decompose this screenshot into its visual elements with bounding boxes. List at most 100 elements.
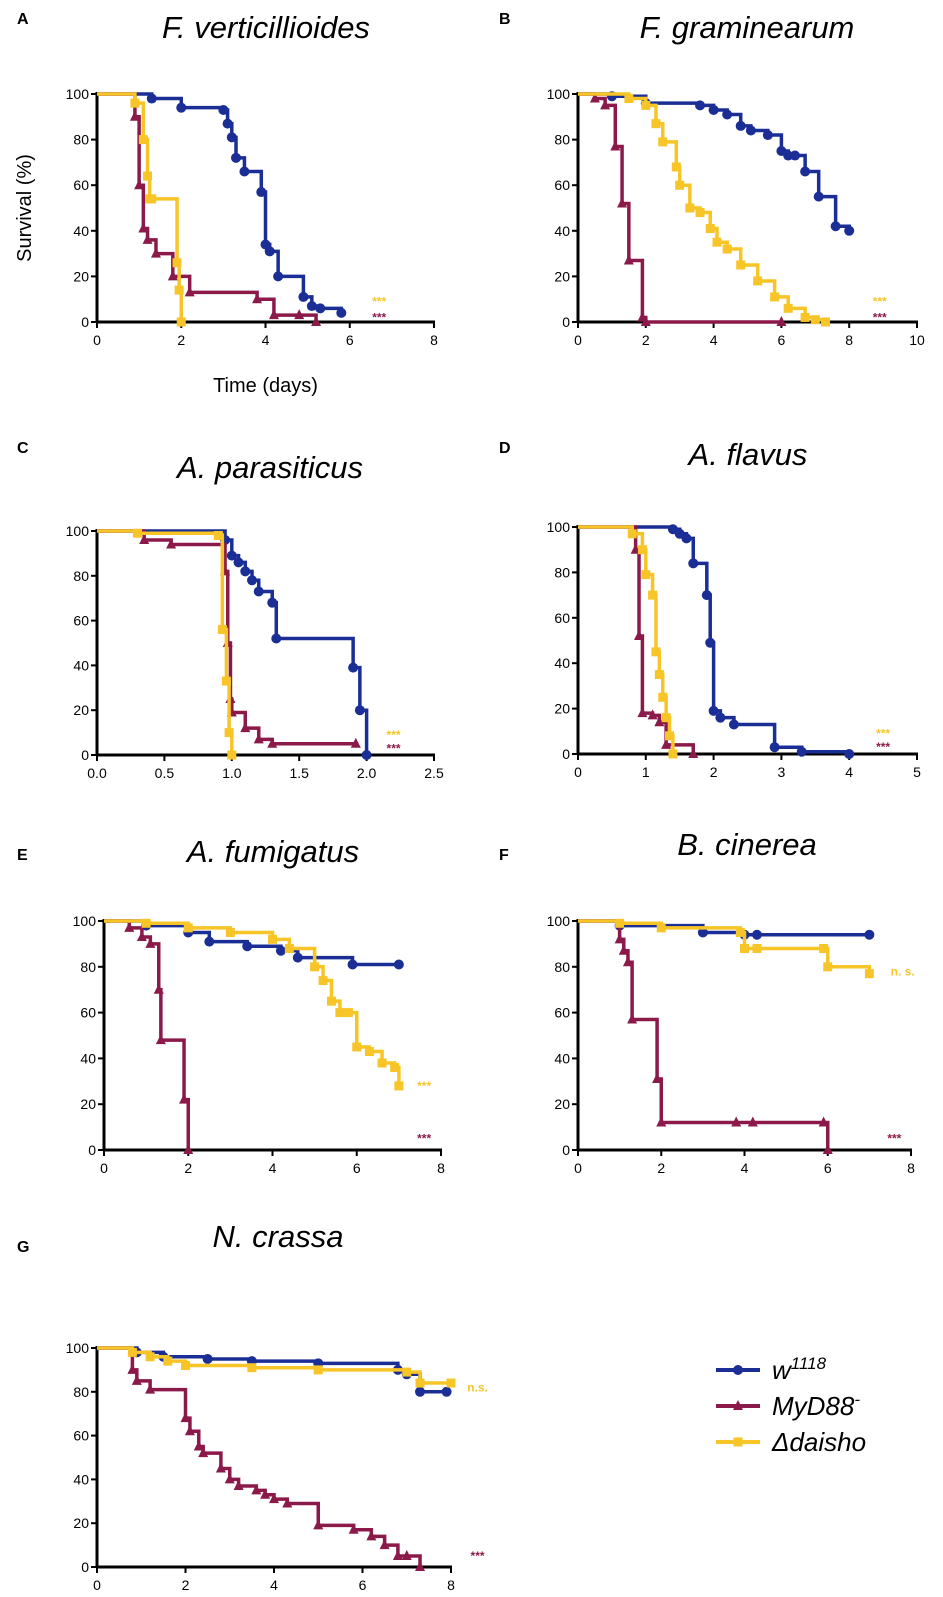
data-point-w1118 (813, 191, 824, 202)
data-point-w1118 (264, 246, 275, 257)
data-point-daisho (651, 119, 661, 129)
panel-title: A. fumigatus (185, 834, 359, 869)
x-axis-title: Time (days) (213, 375, 318, 397)
data-point-w1118 (715, 712, 726, 723)
y-tick-label: 0 (562, 746, 570, 762)
data-point-daisho (656, 923, 666, 933)
data-point-daisho (181, 1361, 190, 1371)
x-tick-label: 8 (845, 332, 853, 348)
data-point-MyD88 (589, 92, 600, 103)
y-tick-label: 20 (554, 701, 570, 717)
x-tick-label: 2 (182, 1577, 190, 1593)
data-point-daisho (740, 943, 749, 953)
data-point-daisho (810, 315, 820, 325)
data-point-w1118 (240, 566, 251, 577)
data-point-MyD88 (260, 1488, 271, 1499)
panel-letter: D (499, 440, 511, 457)
data-point-daisho (343, 1008, 353, 1018)
data-point-MyD88 (198, 1447, 209, 1458)
x-tick-label: 8 (430, 332, 438, 348)
data-point-MyD88 (127, 1363, 138, 1374)
panel-letter: B (499, 11, 511, 28)
data-point-w1118 (253, 586, 264, 597)
data-point-MyD88 (153, 983, 164, 994)
data-point-w1118 (202, 1353, 213, 1364)
data-point-daisho (712, 237, 722, 247)
series-line-MyD88 (104, 919, 190, 1150)
data-point-MyD88 (282, 1497, 293, 1508)
y-tick-label: 100 (547, 86, 571, 102)
data-point-daisho (221, 676, 231, 686)
y-tick-label: 80 (73, 1384, 89, 1400)
data-point-MyD88 (688, 748, 699, 758)
panel-letter: F (499, 847, 509, 864)
data-point-daisho (446, 1378, 456, 1388)
legend-label-superscript: 1118 (791, 1354, 827, 1373)
data-point-w1118 (267, 597, 278, 608)
data-point-MyD88 (776, 316, 787, 326)
data-point-daisho (735, 927, 745, 937)
panel-e: E A. fumigatus 0 20 40 60 80 100 0 2 4 6 8 *** *** (17, 834, 445, 1176)
y-tick-label: 0 (562, 314, 570, 330)
data-point-MyD88 (661, 738, 672, 749)
data-point-daisho (671, 162, 681, 172)
y-tick-label: 20 (73, 1515, 89, 1531)
x-tick-label: 0.5 (155, 765, 175, 781)
data-point-w1118 (728, 719, 739, 730)
panel-f: F B. cinerea 0 20 40 60 80 100 0 2 4 6 8 n. s. *** (499, 827, 915, 1176)
data-point-MyD88 (155, 1034, 166, 1045)
y-tick-label: 100 (66, 523, 90, 539)
data-point-MyD88 (179, 1093, 190, 1104)
x-tick-label: 6 (353, 1160, 361, 1176)
y-tick-label: 0 (81, 747, 89, 763)
data-point-MyD88 (136, 931, 147, 942)
data-point-daisho (615, 918, 625, 928)
data-point-w1118 (146, 93, 157, 104)
panel-letter: G (17, 1239, 29, 1256)
data-point-w1118 (800, 166, 811, 177)
data-point-daisho (352, 1042, 362, 1052)
data-point-MyD88 (415, 1561, 426, 1571)
data-point-daisho (335, 1008, 345, 1018)
panel-b: B F. graminearum 0 20 40 60 80 100 0 2 4 6 8 10 *** *** (499, 10, 925, 348)
data-point-daisho (722, 244, 732, 254)
x-tick-label: 6 (778, 332, 786, 348)
data-point-w1118 (844, 749, 855, 759)
y-tick-label: 40 (73, 1471, 89, 1487)
data-point-w1118 (796, 746, 807, 757)
data-point-w1118 (789, 150, 800, 161)
data-point-MyD88 (600, 99, 611, 110)
data-point-daisho (163, 1356, 173, 1366)
data-point-daisho (415, 1378, 425, 1388)
data-point-MyD88 (731, 1116, 742, 1127)
panel-g: G N. crassa 0 20 40 60 80 100 0 2 4 6 8 n.s. *** (17, 1219, 488, 1593)
series-line-daisho (97, 529, 234, 755)
data-point-daisho (247, 1363, 257, 1373)
data-point-daisho (326, 996, 336, 1006)
y-tick-label: 20 (554, 268, 570, 284)
y-tick-label: 60 (73, 1428, 89, 1444)
data-point-MyD88 (647, 709, 658, 720)
data-point-daisho (800, 312, 810, 322)
data-point-MyD88 (145, 937, 156, 948)
data-point-w1118 (315, 303, 326, 314)
data-point-MyD88 (610, 140, 621, 151)
x-tick-label: 0 (574, 1160, 582, 1176)
data-point-w1118 (292, 952, 303, 963)
data-point-w1118 (745, 125, 756, 136)
y-tick-label: 20 (73, 702, 89, 718)
y-tick-label: 80 (73, 568, 89, 584)
y-tick-label: 60 (554, 1005, 570, 1021)
significance-label: *** (417, 1079, 431, 1093)
data-point-w1118 (242, 941, 253, 952)
significance-label: *** (876, 727, 890, 741)
data-point-MyD88 (618, 944, 629, 955)
data-point-daisho (394, 1081, 404, 1091)
x-tick-label: 2 (657, 1160, 665, 1176)
data-point-w1118 (347, 959, 358, 970)
x-tick-label: 1.0 (222, 765, 242, 781)
data-point-daisho (648, 590, 658, 600)
data-point-daisho (143, 171, 153, 181)
panel-d: D A. flavus 0 20 40 60 80 100 0 1 2 3 4 5 ****** (499, 437, 921, 780)
